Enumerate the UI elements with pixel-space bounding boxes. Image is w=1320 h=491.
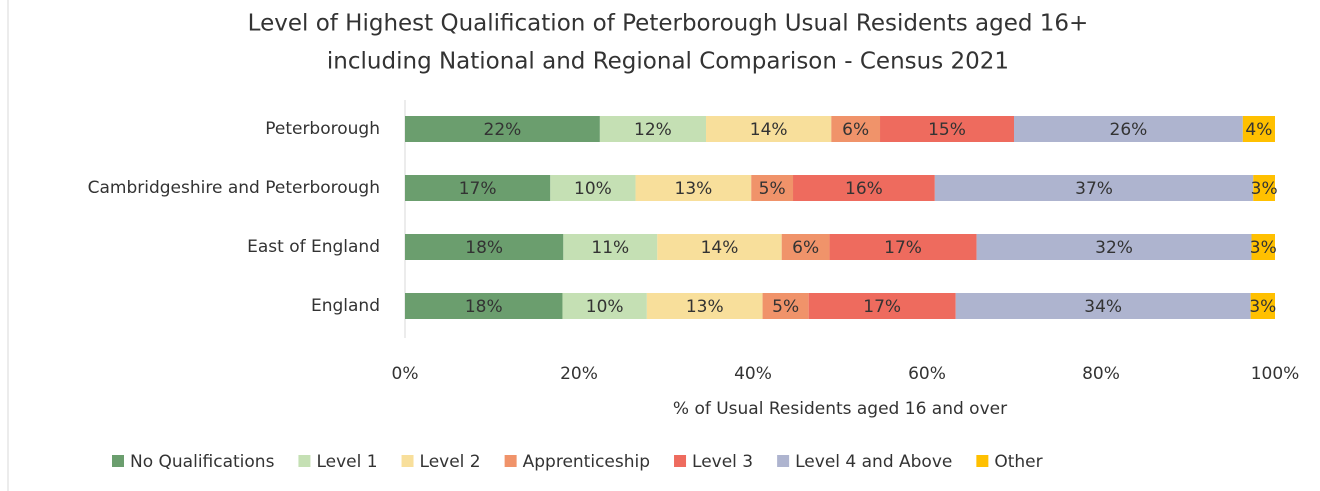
bar-segment — [646, 293, 763, 319]
data-label: 18% — [465, 297, 503, 317]
bar-segment — [562, 293, 647, 319]
data-label: 15% — [928, 120, 966, 140]
bar-segment — [831, 116, 881, 142]
data-label: 16% — [845, 179, 883, 199]
chart-title: including National and Regional Comparis… — [327, 49, 1009, 75]
legend-swatch — [504, 455, 517, 467]
bar-segment — [563, 234, 658, 260]
data-label: 3% — [1249, 297, 1276, 317]
legend-swatch — [674, 455, 687, 467]
bar-segment — [405, 116, 600, 142]
bar-segment — [405, 175, 551, 201]
data-label: 18% — [465, 238, 503, 258]
legend-label: Apprenticeship — [523, 452, 650, 472]
legend-label: No Qualifications — [130, 452, 275, 472]
data-label: 6% — [792, 238, 819, 258]
data-label: 17% — [884, 238, 922, 258]
data-label: 4% — [1245, 120, 1272, 140]
x-tick-label: 0% — [392, 364, 419, 384]
bar-segment — [405, 293, 563, 319]
bar-segment — [599, 116, 707, 142]
bar-segment — [550, 175, 636, 201]
data-label: 26% — [1110, 120, 1148, 140]
data-label: 37% — [1075, 179, 1113, 199]
data-label: 22% — [484, 120, 522, 140]
legend-label: Other — [994, 452, 1042, 472]
bar-segment — [1253, 175, 1275, 201]
bar-segment — [657, 234, 782, 260]
bar-segment — [706, 116, 832, 142]
data-label: 14% — [701, 238, 739, 258]
bar-segment — [793, 175, 935, 201]
x-axis-label: % of Usual Residents aged 16 and over — [673, 399, 1007, 419]
data-label: 5% — [759, 179, 786, 199]
data-label: 10% — [574, 179, 612, 199]
legend-label: Level 3 — [692, 452, 753, 472]
data-label: 17% — [459, 179, 497, 199]
bar-segment — [1014, 116, 1243, 142]
data-label: 34% — [1084, 297, 1122, 317]
y-tick-label: Cambridgeshire and Peterborough — [88, 178, 380, 198]
bar-segment — [955, 293, 1251, 319]
legend-label: Level 2 — [420, 452, 481, 472]
bar-segment — [829, 234, 977, 260]
data-label: 13% — [686, 297, 724, 317]
data-label: 5% — [772, 297, 799, 317]
bar-segment — [808, 293, 956, 319]
data-label: 10% — [586, 297, 624, 317]
bar-segment — [976, 234, 1252, 260]
bar-segment — [880, 116, 1014, 142]
y-tick-label: Peterborough — [265, 119, 380, 139]
chart-title: Level of Highest Qualification of Peterb… — [248, 11, 1089, 37]
x-tick-label: 80% — [1082, 364, 1120, 384]
legend-label: Level 1 — [316, 452, 377, 472]
bar-segment — [762, 293, 809, 319]
data-label: 17% — [863, 297, 901, 317]
data-label: 6% — [842, 120, 869, 140]
legend-swatch — [112, 455, 124, 467]
x-tick-label: 100% — [1251, 364, 1300, 384]
x-tick-label: 40% — [734, 364, 772, 384]
data-label: 14% — [750, 120, 788, 140]
x-tick-label: 60% — [908, 364, 946, 384]
bar-segment — [1242, 116, 1275, 142]
legend-label: Level 4 and Above — [795, 452, 952, 472]
y-tick-label: England — [311, 296, 380, 316]
bar-segment — [635, 175, 752, 201]
data-label: 12% — [634, 120, 672, 140]
bar-segment — [934, 175, 1254, 201]
bar-segment — [1251, 234, 1275, 260]
data-label: 3% — [1251, 179, 1278, 199]
data-label: 3% — [1250, 238, 1277, 258]
bar-segment — [781, 234, 830, 260]
legend-swatch — [777, 455, 790, 467]
bar-segment — [1250, 293, 1275, 319]
bar-segment — [751, 175, 794, 201]
y-tick-label: East of England — [247, 237, 380, 257]
legend-swatch — [298, 455, 311, 467]
data-label: 32% — [1095, 238, 1133, 258]
legend-swatch — [401, 455, 414, 467]
x-tick-label: 20% — [560, 364, 598, 384]
legend-swatch — [976, 455, 989, 467]
bar-segment — [405, 234, 564, 260]
data-label: 13% — [675, 179, 713, 199]
data-label: 11% — [591, 238, 629, 258]
